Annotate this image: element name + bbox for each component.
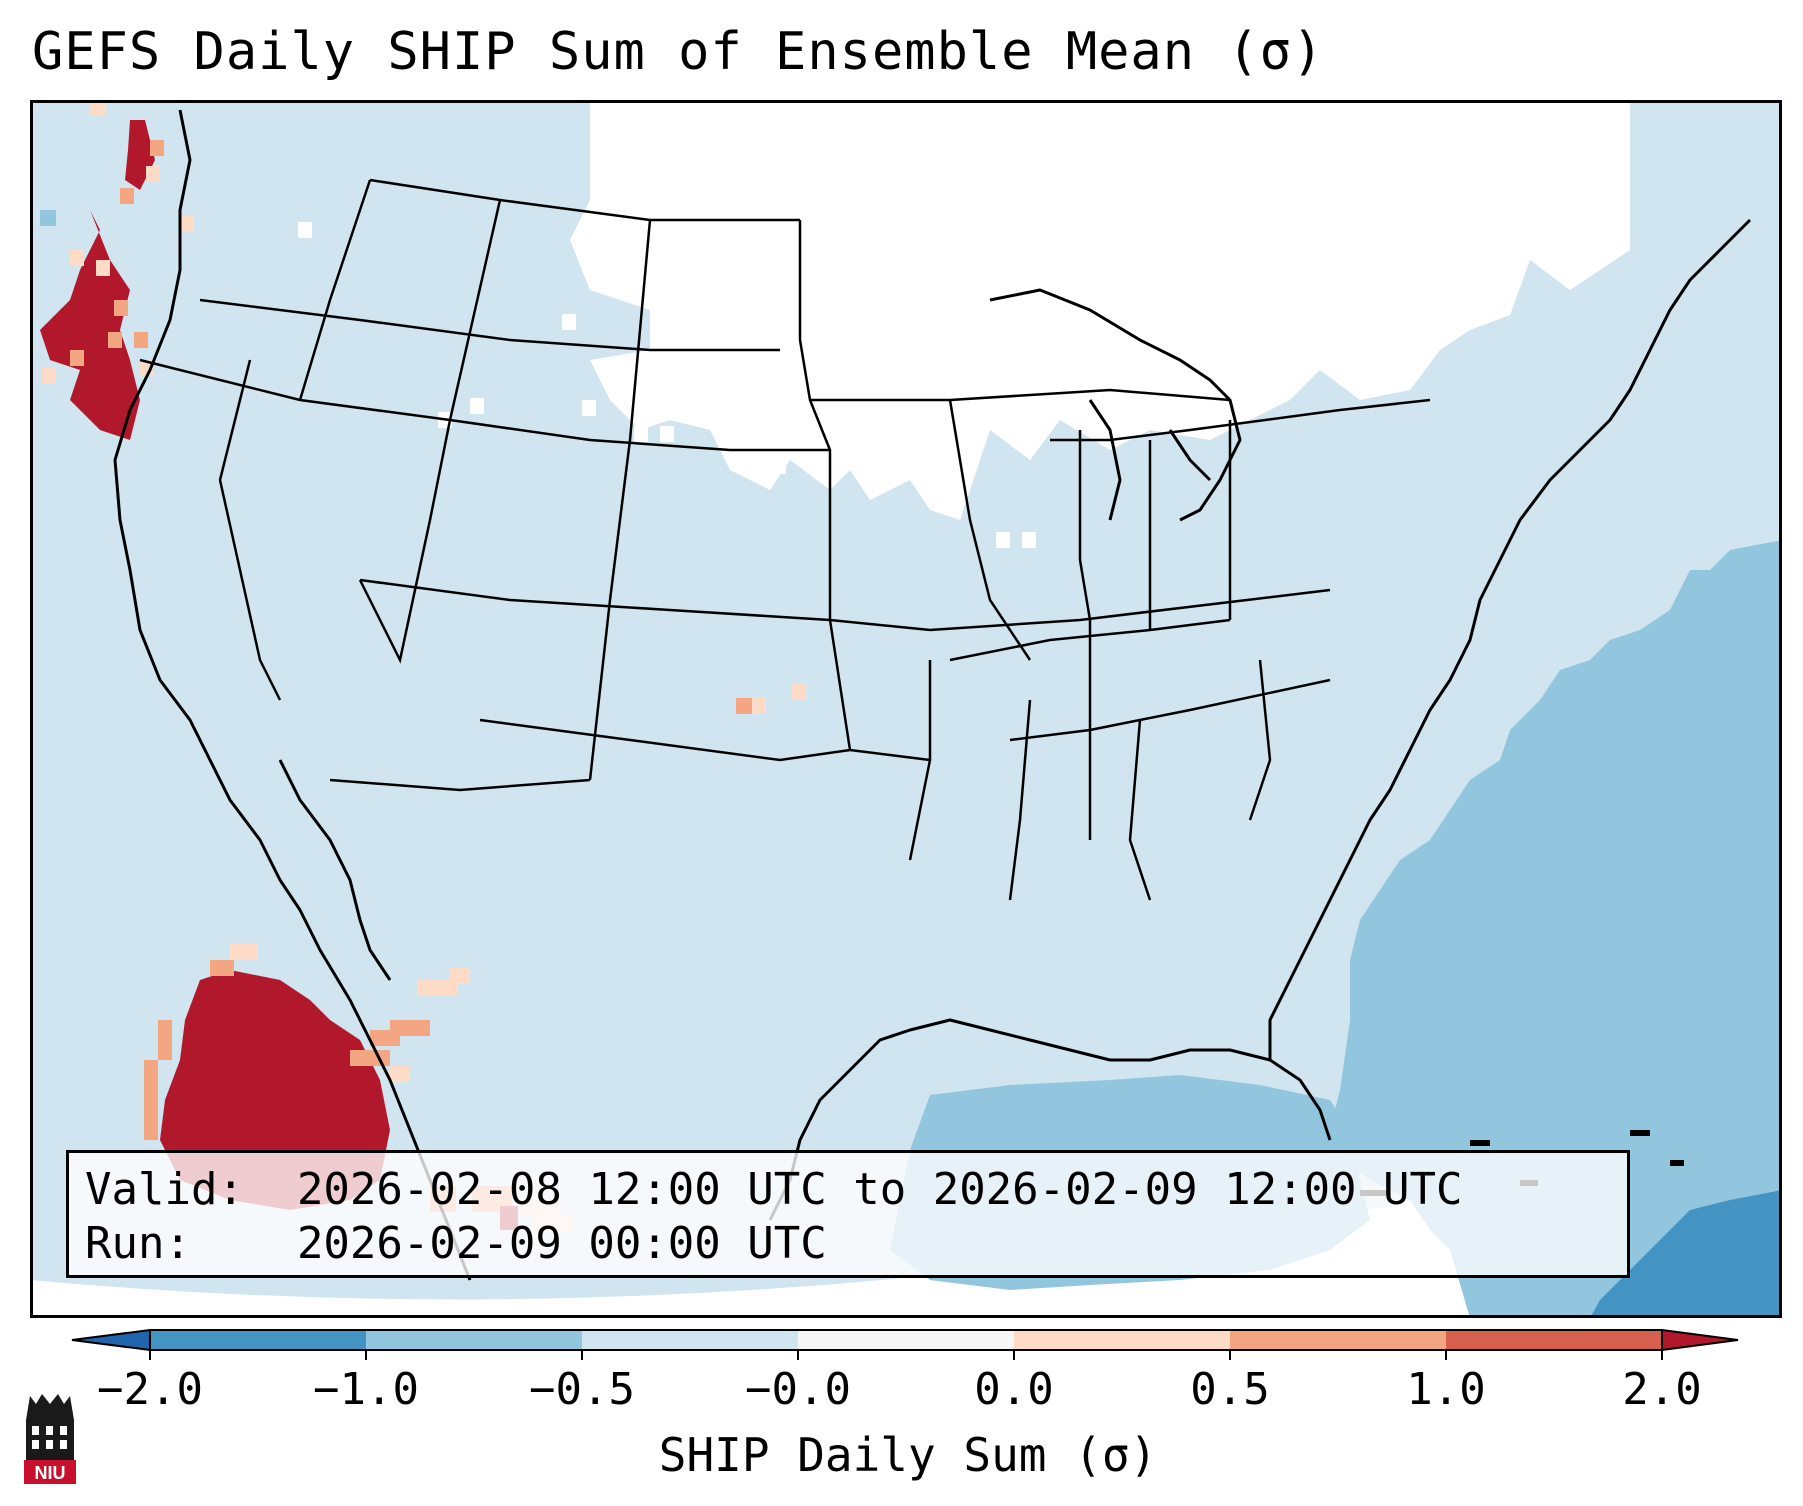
colorbar-extend-high [1661, 1328, 1739, 1352]
colorbar-tick-label: 0.5 [1190, 1364, 1270, 1415]
colorbar-tick-label: −0.0 [745, 1364, 851, 1415]
colorbar-tick-label: −1.0 [313, 1364, 419, 1415]
valid-label: Valid: [85, 1164, 244, 1215]
colorbar-frame [149, 1329, 1663, 1351]
oklahoma-positive-moderate [736, 698, 752, 714]
map-panel [30, 100, 1782, 1318]
valid-value: 2026-02-08 12:00 UTC to 2026-02-09 12:00… [296, 1164, 1463, 1215]
colorbar-tick-label: −2.0 [97, 1364, 203, 1415]
atlantic-negative [1330, 540, 1782, 1318]
colorbar-tick-label: −0.5 [529, 1364, 635, 1415]
colorbar-segment [1446, 1330, 1663, 1350]
pacific-positive-strong [40, 210, 140, 440]
colorbar-segment [582, 1330, 799, 1350]
colorbar-tick-label: 0.0 [974, 1364, 1054, 1415]
zero-region-north [570, 100, 1630, 520]
zero-speckles [298, 100, 1608, 548]
colorbar-tick-label: 2.0 [1622, 1364, 1702, 1415]
colorbar-segment [366, 1330, 583, 1350]
coastlines [113, 109, 1752, 1281]
atlantic-strong-negative [1590, 1190, 1782, 1318]
colorbar-title: SHIP Daily Sum (σ) [658, 1428, 1158, 1482]
logo-text: NIU [35, 1463, 66, 1483]
oklahoma-positive-weak [752, 698, 766, 714]
colorbar-segment [1230, 1330, 1447, 1350]
chart-title: GEFS Daily SHIP Sum of Ensemble Mean (σ) [32, 22, 1325, 82]
run-row: Run: 2026-02-09 00:00 UTC [85, 1217, 1611, 1271]
colorbar-extend-low [71, 1328, 151, 1352]
pacific-positive-moderate [70, 140, 164, 366]
colorbar-segment [798, 1330, 1015, 1350]
oklahoma-positive-weak-2 [792, 684, 806, 700]
niu-logo-icon: NIU [24, 1394, 76, 1484]
state-borders [139, 178, 1431, 901]
colorbar [71, 1328, 1739, 1360]
map-frame [30, 100, 1782, 1318]
valid-row: Valid: 2026-02-08 12:00 UTC to 2026-02-0… [85, 1163, 1611, 1217]
colorbar-segment [1014, 1330, 1231, 1350]
run-label: Run: [85, 1218, 191, 1269]
colorbar-tick-label: 1.0 [1406, 1364, 1486, 1415]
run-value: 2026-02-09 00:00 UTC [296, 1218, 827, 1269]
colorbar-segment [150, 1330, 367, 1350]
info-box: Valid: 2026-02-08 12:00 UTC to 2026-02-0… [66, 1150, 1630, 1278]
